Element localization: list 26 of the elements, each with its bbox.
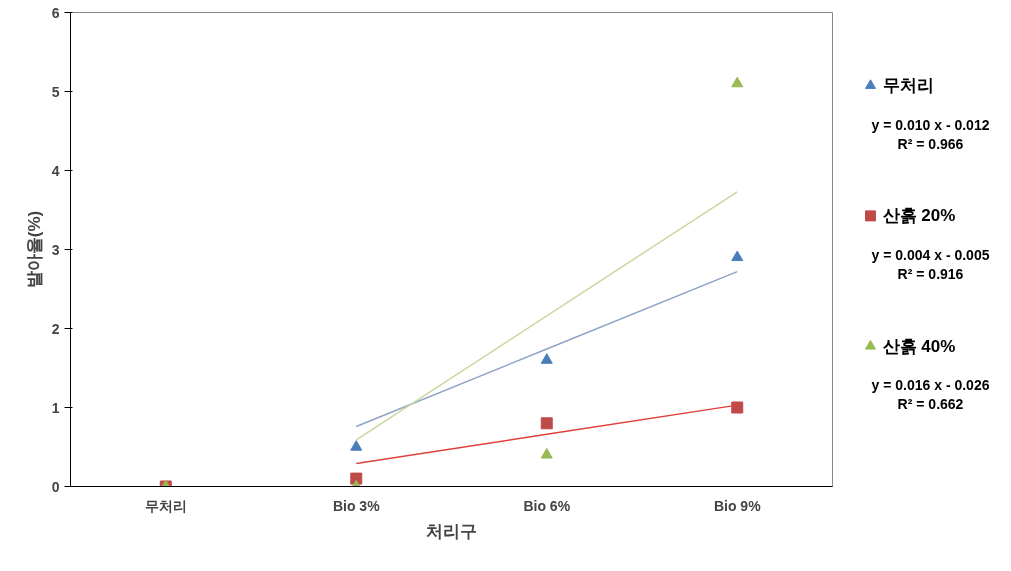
y-tick-label: 6 (51, 4, 60, 21)
point (731, 76, 744, 88)
legend-label: 무처리 (882, 76, 934, 96)
point (540, 448, 553, 459)
text: y = 0.016 x - 0.026 R² = 0.662 (871, 377, 990, 413)
legend-label: 산흙 20% (882, 206, 956, 226)
y-tick-label: 2 (51, 320, 60, 337)
x-tick-label: Bio 3% (332, 497, 381, 514)
y-axis-title: 발아율(%) (24, 210, 44, 289)
y-tick-label: 0 (51, 478, 60, 495)
point (731, 401, 744, 414)
text: y = 0.004 x - 0.005 R² = 0.916 (871, 246, 990, 282)
y-tick-label: 3 (51, 241, 60, 258)
text: y = 0.010 x - 0.012 R² = 0.966 (871, 116, 990, 152)
point (540, 353, 553, 364)
y-tick-label: 1 (51, 399, 60, 416)
point (350, 440, 363, 451)
x-axis-title: 처리구 (426, 521, 477, 541)
y-tick-label: 4 (51, 162, 60, 179)
point (731, 250, 744, 262)
point (540, 417, 553, 430)
legend-label: 산흙 40% (882, 336, 956, 356)
x-tick-label: Bio 6% (523, 497, 571, 514)
y-tick-label: 5 (51, 83, 60, 100)
x-tick-label: Bio 9% (713, 497, 762, 514)
x-tick-label: 무처리 (144, 497, 187, 514)
